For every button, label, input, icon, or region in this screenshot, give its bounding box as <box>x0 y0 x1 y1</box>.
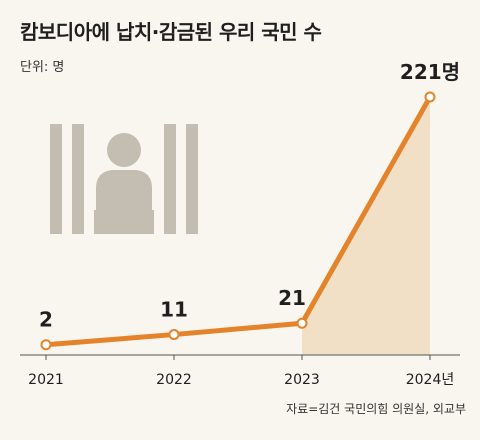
data-label: 221명 <box>400 60 460 84</box>
data-label: 2 <box>39 308 53 332</box>
area-fill <box>302 97 430 355</box>
x-tick-label: 2021 <box>28 372 64 388</box>
source-note: 자료=김건 국민의힘 의원실, 외교부 <box>286 402 466 416</box>
data-point <box>40 339 52 351</box>
prisoner-behind-bars-icon <box>50 124 198 234</box>
chart-title: 캄보디아에 납치·감금된 우리 국민 수 <box>20 20 322 44</box>
x-tick-label: 2022 <box>156 372 192 388</box>
data-point <box>296 317 308 329</box>
data-point <box>424 91 436 103</box>
data-label: 11 <box>160 298 188 322</box>
x-tick-label: 2023 <box>284 372 320 388</box>
series-line <box>43 94 433 348</box>
unit-label: 단위: 명 <box>20 60 65 75</box>
data-point <box>168 329 180 341</box>
data-label: 21 <box>278 286 306 310</box>
x-tick-label: 2024년 <box>406 372 455 388</box>
